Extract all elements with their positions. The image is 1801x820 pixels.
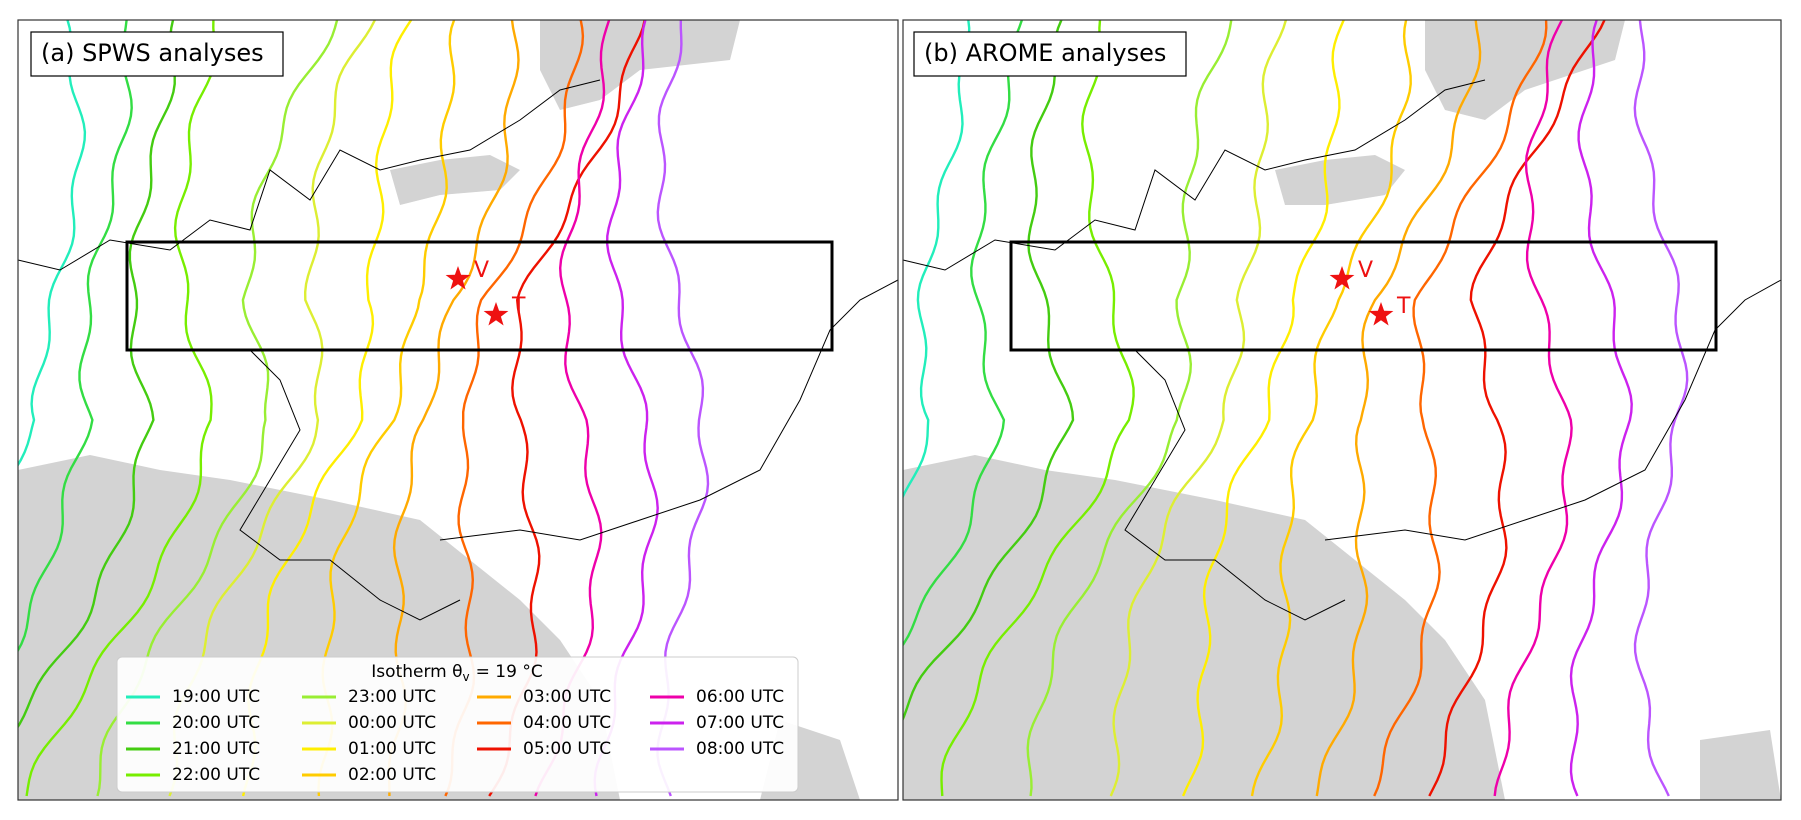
legend-label: 22:00 UTC <box>172 765 260 785</box>
title-box <box>913 31 1187 77</box>
study-box <box>125 240 834 352</box>
isotherm <box>1250 20 1412 797</box>
isotherm <box>903 20 1024 647</box>
legend-label: 03:00 UTC <box>523 687 611 707</box>
isotherm <box>1633 20 1689 797</box>
station-marker <box>1329 266 1355 290</box>
station-marker <box>445 266 471 290</box>
legend-label: 00:00 UTC <box>348 713 436 733</box>
legend-label: 19:00 UTC <box>172 687 260 707</box>
legend-title-sub: v <box>463 670 470 684</box>
panel-title: (b) AROME analyses <box>924 39 1166 67</box>
isotherm <box>940 20 1135 797</box>
legend-label: 20:00 UTC <box>172 713 260 733</box>
isotherm <box>1026 20 1233 797</box>
legend-label: 01:00 UTC <box>348 739 436 759</box>
isotherm <box>903 20 1075 722</box>
isotherm <box>1181 20 1345 797</box>
legend-label: 02:00 UTC <box>348 765 436 785</box>
legend-title-text: = 19 °C <box>476 662 543 682</box>
station-label: V <box>1358 258 1373 283</box>
panel-title: (a) SPWS analyses <box>41 39 264 67</box>
isotherm <box>1109 20 1288 797</box>
legend-label: 06:00 UTC <box>696 687 784 707</box>
legend-title-text: Isotherm θ <box>371 662 462 682</box>
station-label: V <box>474 258 489 283</box>
isotherm <box>18 20 133 653</box>
legend-label: 04:00 UTC <box>523 713 611 733</box>
panel-frame <box>17 19 899 801</box>
isotherm-group <box>903 20 1689 797</box>
station-marker <box>483 302 509 326</box>
legend-title: Isotherm θv = 19 °C <box>371 662 542 684</box>
isotherm <box>18 20 176 729</box>
title-box <box>30 31 284 77</box>
isotherm <box>18 20 87 467</box>
panel-frame <box>902 19 1782 801</box>
legend: 19:00 UTC 20:00 UTC 21:00 UTC 22:00 UTC 23:0… <box>126 687 784 785</box>
isotherm <box>1373 20 1548 797</box>
isotherm <box>1493 20 1573 797</box>
legend-box <box>116 656 799 793</box>
isotherm <box>1315 20 1482 797</box>
station-label: T <box>511 294 526 319</box>
legend-label: 23:00 UTC <box>348 687 436 707</box>
legend-label: 08:00 UTC <box>696 739 784 759</box>
isotherm <box>903 20 971 500</box>
isotherm <box>1428 20 1606 797</box>
study-box <box>1009 240 1718 352</box>
station-label: T <box>1396 294 1411 319</box>
legend-label: 05:00 UTC <box>523 739 611 759</box>
terrain <box>903 20 1781 800</box>
isotherm <box>1569 20 1633 797</box>
legend-label: 21:00 UTC <box>172 739 260 759</box>
legend-label: 07:00 UTC <box>696 713 784 733</box>
isotherm <box>25 20 217 797</box>
station-marker <box>1368 302 1394 326</box>
